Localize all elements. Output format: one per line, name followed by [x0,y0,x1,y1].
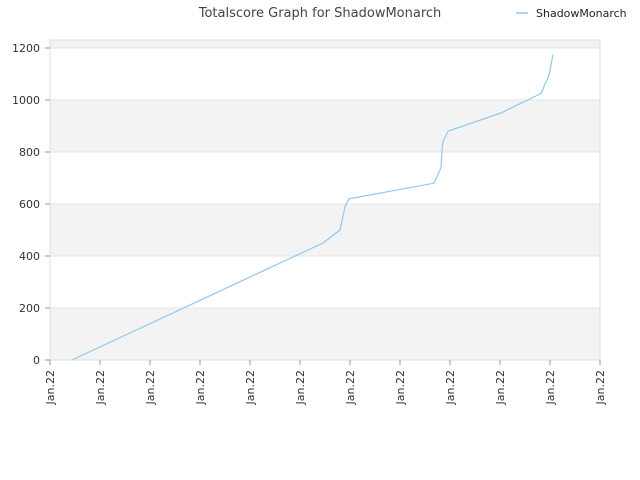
y-tick-label: 1000 [12,94,40,107]
x-tick-label: Jan.22 [544,370,557,405]
plot-band [50,204,600,256]
x-tick-label: Jan.22 [44,370,57,405]
y-tick-label: 600 [19,198,40,211]
y-tick-label: 0 [33,354,40,367]
x-tick-label: Jan.22 [144,370,157,405]
x-tick-label: Jan.22 [194,370,207,405]
x-tick-label: Jan.22 [244,370,257,405]
x-tick-label: Jan.22 [494,370,507,405]
plot-band [50,40,600,48]
y-tick-label: 800 [19,146,40,159]
y-tick-label: 400 [19,250,40,263]
y-tick-label: 200 [19,302,40,315]
legend-label: ShadowMonarch [536,7,627,20]
x-tick-label: Jan.22 [594,370,607,405]
x-tick-label: Jan.22 [444,370,457,405]
x-tick-label: Jan.22 [294,370,307,405]
plot-band [50,100,600,152]
plot-frame [49,39,601,361]
series-line [71,54,554,361]
series-group [71,54,554,361]
x-tick-label: Jan.22 [394,370,407,405]
chart-title: Totalscore Graph for ShadowMonarch [198,6,442,21]
x-tick-label: Jan.22 [94,370,107,405]
plot-band [50,308,600,360]
y-tick-label: 1200 [12,42,40,55]
plot-bands [50,40,600,360]
y-axis: 0 200 400 600 800 1000 1200 [12,42,50,367]
legend: ShadowMonarch [516,7,627,20]
x-tick-label: Jan.22 [344,370,357,405]
x-axis: Jan.22 Jan.22 Jan.22 Jan.22 Jan.22 Jan.22 Jan.… [44,360,607,405]
